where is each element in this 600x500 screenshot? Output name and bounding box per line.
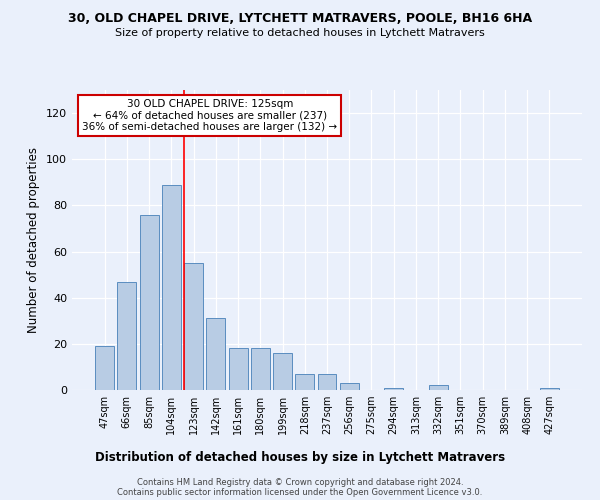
Text: Size of property relative to detached houses in Lytchett Matravers: Size of property relative to detached ho… bbox=[115, 28, 485, 38]
Bar bbox=[540, 388, 559, 390]
Bar bbox=[206, 318, 225, 390]
Bar bbox=[429, 386, 448, 390]
Bar bbox=[295, 374, 314, 390]
Bar bbox=[95, 346, 114, 390]
Bar bbox=[162, 184, 181, 390]
Bar bbox=[118, 282, 136, 390]
Bar bbox=[140, 214, 158, 390]
Text: Distribution of detached houses by size in Lytchett Matravers: Distribution of detached houses by size … bbox=[95, 451, 505, 464]
Bar bbox=[340, 383, 359, 390]
Bar bbox=[273, 353, 292, 390]
Bar bbox=[229, 348, 248, 390]
Bar bbox=[384, 388, 403, 390]
Bar bbox=[184, 263, 203, 390]
Text: 30 OLD CHAPEL DRIVE: 125sqm
← 64% of detached houses are smaller (237)
36% of se: 30 OLD CHAPEL DRIVE: 125sqm ← 64% of det… bbox=[82, 99, 337, 132]
Bar bbox=[317, 374, 337, 390]
Text: 30, OLD CHAPEL DRIVE, LYTCHETT MATRAVERS, POOLE, BH16 6HA: 30, OLD CHAPEL DRIVE, LYTCHETT MATRAVERS… bbox=[68, 12, 532, 26]
Text: Contains HM Land Registry data © Crown copyright and database right 2024.
Contai: Contains HM Land Registry data © Crown c… bbox=[118, 478, 482, 497]
Y-axis label: Number of detached properties: Number of detached properties bbox=[28, 147, 40, 333]
Bar bbox=[251, 348, 270, 390]
